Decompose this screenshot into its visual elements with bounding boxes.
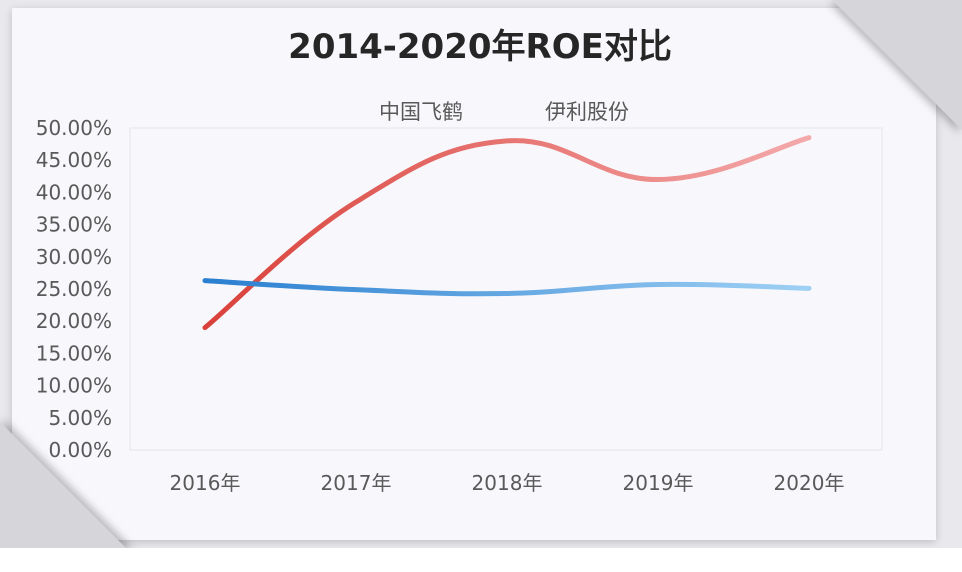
page-curl-top-right [832,0,962,130]
y-axis-ticks: 0.00% 5.00% 10.00% 15.00% 20.00% 25.00% 30.00%… [36,116,112,462]
bottom-margin [0,548,962,572]
y-tick-label: 25.00% [36,277,112,301]
y-tick-label: 50.00% [36,116,112,140]
y-tick-label: 5.00% [48,406,112,430]
legend-item-0: 中国飞鹤 [315,100,463,124]
x-tick-label: 2017年 [321,471,392,495]
series-lines [202,135,812,331]
legend: 中国飞鹤 伊利股份 [315,100,629,124]
chart-title: 2014-2020年ROE对比 [288,27,672,67]
legend-label-1: 伊利股份 [545,100,629,124]
chart-paper [12,8,936,540]
y-tick-label: 15.00% [36,341,112,365]
series-line-0 [202,135,812,331]
y-tick-label: 10.00% [36,374,112,398]
y-tick-label: 35.00% [36,213,112,237]
plot-area [129,127,883,451]
x-axis-ticks: 2016年 2017年 2018年 2019年 2020年 [170,471,845,495]
x-tick-label: 2019年 [623,471,694,495]
y-tick-label: 0.00% [48,438,112,462]
y-tick-label: 20.00% [36,309,112,333]
legend-item-1: 伊利股份 [481,100,629,124]
x-tick-label: 2016年 [170,471,241,495]
y-tick-label: 45.00% [36,148,112,172]
y-tick-label: 30.00% [36,245,112,269]
legend-label-0: 中国飞鹤 [379,100,463,124]
x-tick-label: 2020年 [774,471,845,495]
page-curl-bottom-left [0,422,130,552]
x-tick-label: 2018年 [472,471,543,495]
y-tick-label: 40.00% [36,180,112,204]
series-line-1 [202,278,812,297]
